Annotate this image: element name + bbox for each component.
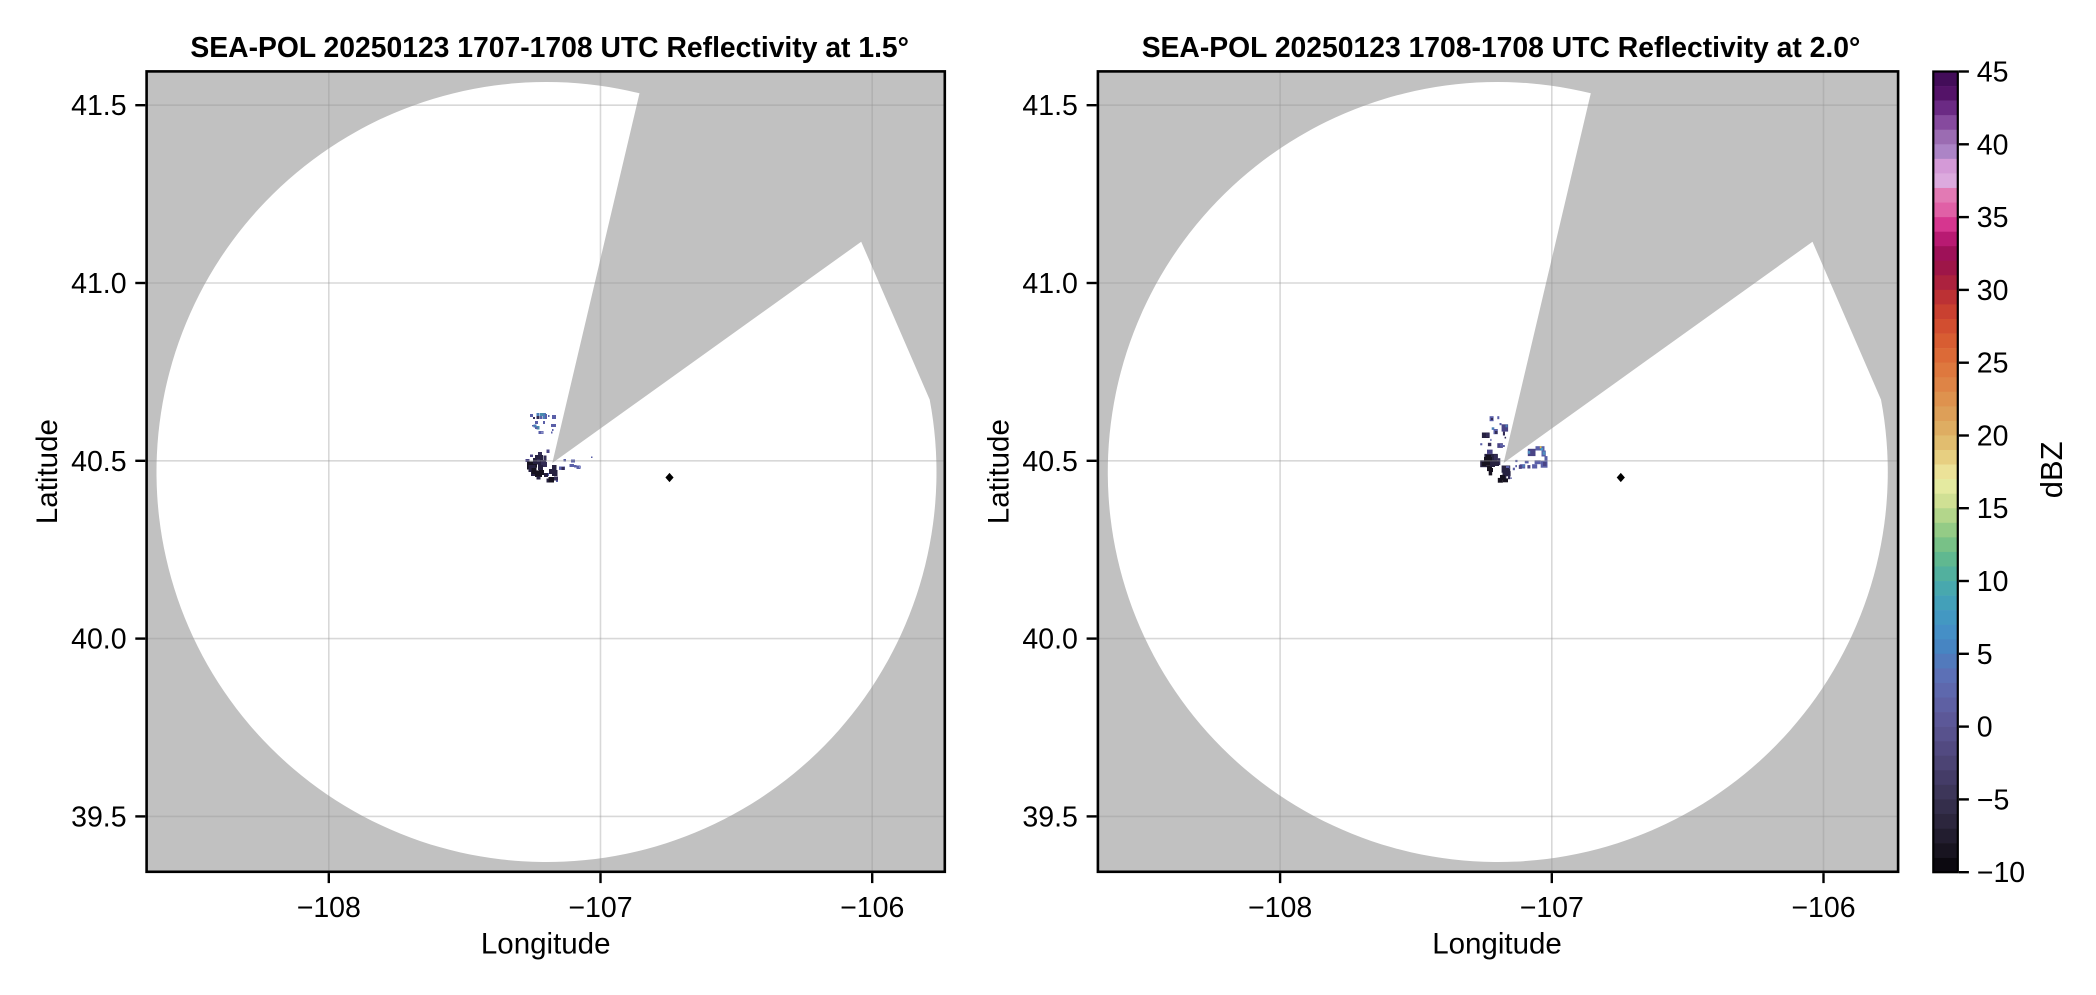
svg-text:15: 15 — [1977, 493, 2009, 525]
svg-text:dBZ: dBZ — [2034, 441, 2069, 498]
svg-text:35: 35 — [1977, 202, 2009, 234]
svg-text:10: 10 — [1977, 566, 2009, 598]
svg-text:−107: −107 — [1520, 892, 1584, 924]
svg-text:39.5: 39.5 — [1022, 801, 1077, 833]
svg-text:40.0: 40.0 — [1022, 624, 1077, 656]
svg-text:39.5: 39.5 — [71, 801, 126, 833]
svg-text:−108: −108 — [1248, 892, 1312, 924]
svg-text:40.5: 40.5 — [71, 446, 126, 478]
svg-text:−5: −5 — [1977, 784, 2010, 816]
svg-text:−107: −107 — [568, 892, 632, 924]
svg-text:40.5: 40.5 — [1022, 446, 1077, 478]
svg-text:25: 25 — [1977, 348, 2009, 380]
svg-text:40: 40 — [1977, 129, 2009, 161]
svg-text:30: 30 — [1977, 275, 2009, 307]
svg-text:−108: −108 — [297, 892, 361, 924]
svg-text:Longitude: Longitude — [481, 928, 611, 961]
svg-text:5: 5 — [1977, 639, 1993, 671]
svg-text:41.5: 41.5 — [71, 90, 126, 122]
svg-text:−106: −106 — [840, 892, 904, 924]
svg-text:Latitude: Latitude — [982, 419, 1015, 524]
svg-text:41.0: 41.0 — [71, 268, 126, 300]
svg-text:−106: −106 — [1791, 892, 1855, 924]
svg-text:45: 45 — [1977, 57, 2009, 89]
svg-text:Longitude: Longitude — [1432, 928, 1562, 961]
svg-text:0: 0 — [1977, 712, 1993, 744]
svg-text:−10: −10 — [1977, 857, 2025, 889]
svg-text:40.0: 40.0 — [71, 624, 126, 656]
svg-text:Latitude: Latitude — [31, 419, 64, 524]
svg-text:41.0: 41.0 — [1022, 268, 1077, 300]
svg-text:20: 20 — [1977, 421, 2009, 453]
svg-text:SEA-POL 20250123 1708-1708 UTC: SEA-POL 20250123 1708-1708 UTC Reflectiv… — [1142, 31, 1861, 63]
svg-text:41.5: 41.5 — [1022, 90, 1077, 122]
svg-text:SEA-POL 20250123 1707-1708 UTC: SEA-POL 20250123 1707-1708 UTC Reflectiv… — [190, 31, 909, 63]
